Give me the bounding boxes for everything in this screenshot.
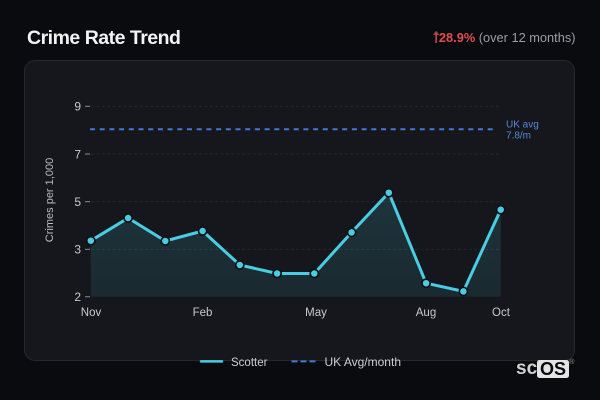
- svg-text:May: May: [305, 307, 327, 319]
- svg-text:9: 9: [74, 100, 81, 114]
- svg-text:3: 3: [74, 243, 81, 257]
- svg-text:7: 7: [74, 147, 81, 161]
- svg-text:2: 2: [74, 290, 81, 304]
- svg-text:Aug: Aug: [416, 307, 436, 319]
- svg-text:Feb: Feb: [193, 307, 213, 319]
- svg-text:7.8/m: 7.8/m: [506, 130, 531, 141]
- svg-text:Crimes per 1,000: Crimes per 1,000: [44, 158, 56, 242]
- svg-text:Scotter: Scotter: [231, 357, 268, 369]
- svg-text:Nov: Nov: [81, 307, 102, 319]
- svg-text:UK Avg/month: UK Avg/month: [325, 355, 402, 369]
- svg-text:UK avg: UK avg: [506, 120, 539, 131]
- svg-text:Oct: Oct: [492, 307, 511, 319]
- svg-text:5: 5: [74, 195, 81, 209]
